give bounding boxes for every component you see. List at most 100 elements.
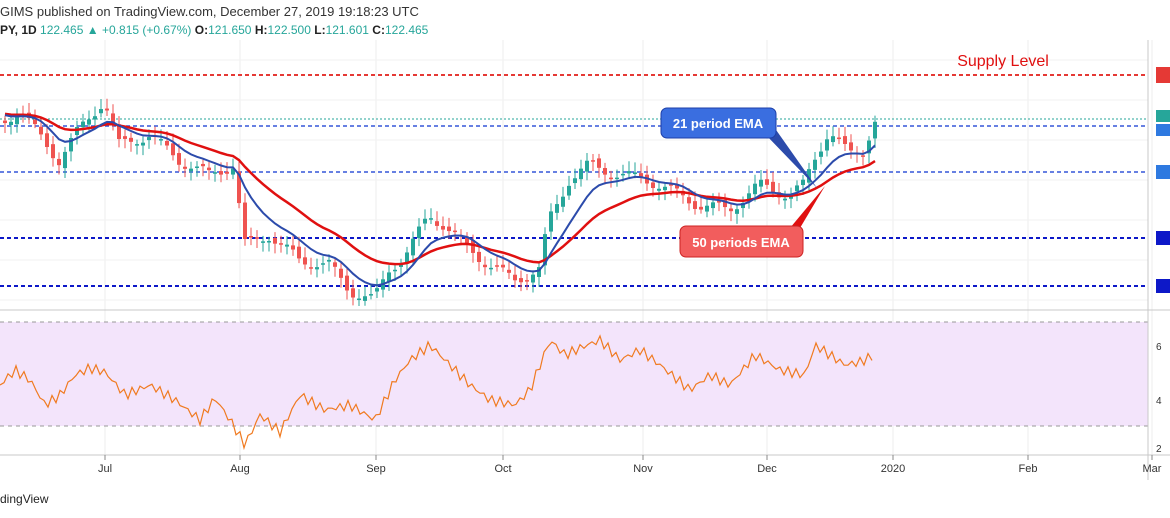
rsi-axis: 6 4 2 bbox=[1156, 342, 1162, 455]
candle-down bbox=[687, 197, 691, 204]
candle-up bbox=[813, 159, 817, 170]
candle-down bbox=[471, 240, 475, 253]
candle-down bbox=[501, 264, 505, 268]
ema21-callout bbox=[660, 107, 777, 139]
candle-down bbox=[105, 108, 109, 111]
candle-up bbox=[411, 238, 415, 256]
candle-up bbox=[543, 234, 547, 266]
candle-down bbox=[447, 226, 451, 232]
candle-down bbox=[507, 269, 511, 273]
time-axis: Jul Aug Sep Oct Nov Dec 2020 Feb Mar bbox=[98, 455, 1162, 475]
candle-up bbox=[135, 144, 139, 146]
resistance-price-tag bbox=[1156, 124, 1170, 136]
candle-up bbox=[81, 121, 85, 128]
candle-up bbox=[867, 140, 871, 154]
candle-up bbox=[375, 288, 379, 292]
candle-down bbox=[297, 246, 301, 259]
candle-down bbox=[249, 236, 253, 238]
candle-down bbox=[765, 179, 769, 185]
candle-down bbox=[609, 177, 613, 180]
candle-up bbox=[627, 171, 631, 174]
candle-up bbox=[9, 121, 13, 126]
candle-down bbox=[111, 113, 115, 124]
candle-down bbox=[513, 274, 517, 281]
candle-down bbox=[729, 208, 733, 212]
candle-up bbox=[735, 209, 739, 214]
x-tick-label: Dec bbox=[757, 463, 777, 475]
x-tick-label: Sep bbox=[366, 463, 386, 475]
candle-up bbox=[549, 211, 553, 232]
candle-up bbox=[261, 241, 265, 243]
candle-down bbox=[849, 142, 853, 151]
high-label: H: bbox=[254, 23, 268, 37]
ohlc-readout: PY, 1D 122.465 ▲ +0.815 (+0.67%) O:121.6… bbox=[0, 23, 428, 37]
candle-down bbox=[837, 137, 841, 140]
candle-down bbox=[219, 171, 223, 175]
candle-down bbox=[717, 200, 721, 203]
candle-up bbox=[285, 244, 289, 247]
candle-up bbox=[159, 139, 163, 141]
candle-up bbox=[783, 198, 787, 201]
candle-down bbox=[183, 166, 187, 169]
candle-down bbox=[33, 119, 37, 125]
candle-down bbox=[51, 144, 55, 159]
candle-up bbox=[93, 116, 97, 120]
candle-up bbox=[555, 204, 559, 213]
low-label: L: bbox=[314, 23, 326, 37]
high-value: 122.500 bbox=[267, 23, 311, 37]
candle-up bbox=[573, 178, 577, 184]
candle-up bbox=[663, 186, 667, 191]
candle-up bbox=[393, 269, 397, 272]
candle-down bbox=[675, 184, 679, 189]
candle-up bbox=[315, 267, 319, 270]
candle-up bbox=[147, 137, 151, 141]
candle-down bbox=[273, 238, 277, 244]
ema-50-line bbox=[4, 112, 876, 266]
candle-up bbox=[741, 202, 745, 209]
candle-down bbox=[129, 137, 133, 142]
support-2-price-tag bbox=[1156, 231, 1170, 245]
candle-down bbox=[237, 171, 241, 204]
ema21-callout-label: 21 period EMA bbox=[673, 116, 764, 131]
candle-down bbox=[435, 221, 439, 226]
x-tick-label: Aug bbox=[230, 463, 250, 475]
candle-down bbox=[333, 262, 337, 267]
candles bbox=[3, 98, 877, 306]
support-1-price-tag bbox=[1156, 165, 1170, 179]
candle-up bbox=[75, 127, 79, 136]
candle-up bbox=[747, 193, 751, 201]
candle-up bbox=[213, 172, 217, 174]
candle-up bbox=[831, 136, 835, 143]
x-tick-label: Feb bbox=[1019, 463, 1038, 475]
ema-21-line bbox=[4, 114, 876, 287]
candle-down bbox=[171, 143, 175, 156]
low-value: 121.601 bbox=[325, 23, 369, 37]
supply-level-label: Supply Level bbox=[957, 53, 1049, 70]
x-tick-label: 2020 bbox=[881, 463, 905, 475]
candle-up bbox=[579, 168, 583, 180]
candle-up bbox=[567, 185, 571, 196]
candle-up bbox=[621, 173, 625, 176]
candle-down bbox=[465, 236, 469, 243]
price-change: +0.815 (+0.67%) bbox=[102, 23, 192, 37]
candle-down bbox=[57, 158, 61, 166]
candle-up bbox=[657, 188, 661, 191]
candle-down bbox=[519, 278, 523, 283]
candle-down bbox=[843, 136, 847, 145]
candle-up bbox=[711, 202, 715, 209]
candle-up bbox=[15, 116, 19, 125]
symbol-label: PY, 1D bbox=[0, 23, 37, 37]
candle-up bbox=[423, 218, 427, 224]
x-tick-label: Mar bbox=[1143, 463, 1162, 475]
candle-down bbox=[279, 243, 283, 245]
candle-up bbox=[99, 109, 103, 114]
candle-up bbox=[873, 121, 877, 139]
candle-down bbox=[441, 226, 445, 230]
candle-up bbox=[63, 151, 67, 169]
candle-down bbox=[597, 158, 601, 168]
candle-up bbox=[615, 177, 619, 180]
rsi-band bbox=[0, 322, 1148, 426]
candle-down bbox=[39, 126, 43, 135]
rsi-tick-label: 6 bbox=[1156, 342, 1162, 353]
